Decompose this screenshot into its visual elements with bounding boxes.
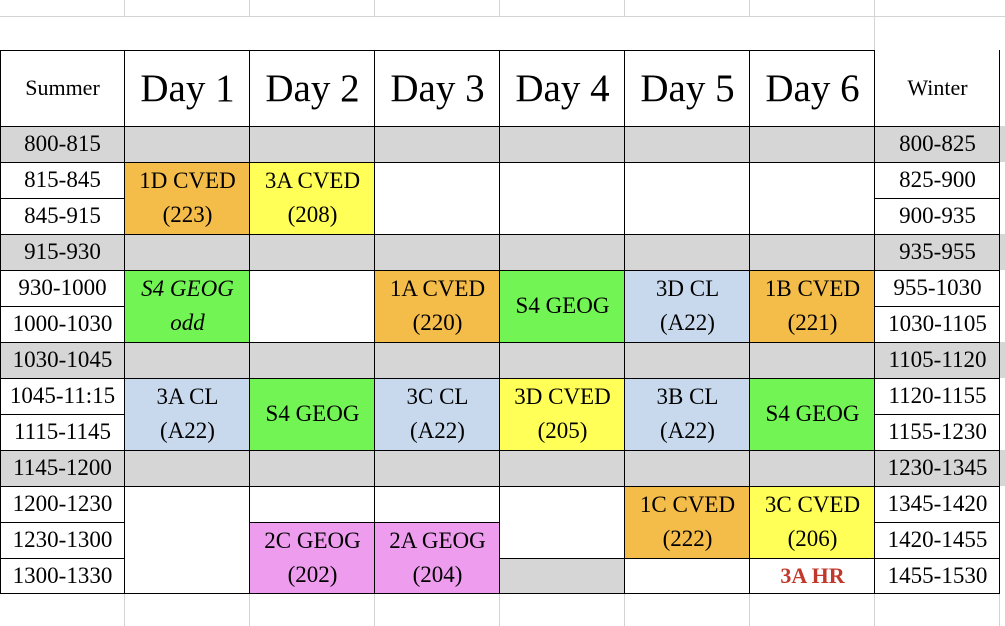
break-row-4 xyxy=(0,450,1005,486)
summer-time: 815-845 xyxy=(24,167,101,192)
winter-time: 1230-1345 xyxy=(887,455,988,480)
event-title: 3A CL xyxy=(156,384,219,409)
event-title: S4 GEOG xyxy=(765,401,860,426)
event-title: 2C GEOG xyxy=(264,528,361,553)
winter-time: 1120-1155 xyxy=(888,383,987,408)
event-s4-geog[interactable]: S4 GEOG xyxy=(500,270,625,342)
event-room: (205) xyxy=(537,418,588,443)
event-title: 3C CVED xyxy=(764,492,861,517)
event-room: (220) xyxy=(412,310,463,335)
event-title: 3D CVED xyxy=(514,384,611,409)
event-room: (204) xyxy=(412,562,463,587)
event-1d-cved[interactable]: 1D CVED (223) xyxy=(125,162,250,234)
header-winter: Winter xyxy=(907,75,968,100)
event-title: 3A CVED xyxy=(264,168,361,193)
event-3d-cl[interactable]: 3D CL (A22) xyxy=(625,270,750,342)
winter-time: 825-900 xyxy=(899,167,976,192)
summer-time: 1145-1200 xyxy=(13,455,112,480)
event-room: (206) xyxy=(787,526,838,551)
summer-time: 930-1000 xyxy=(18,275,107,300)
event-room: (A22) xyxy=(660,310,715,335)
event-title: 2A GEOG xyxy=(389,528,486,553)
event-3c-cved[interactable]: 3C CVED (206) xyxy=(750,486,875,558)
summer-time: 845-915 xyxy=(24,203,101,228)
event-room: (222) xyxy=(662,526,713,551)
event-room: (A22) xyxy=(660,418,715,443)
header-day-3: Day 3 xyxy=(390,66,485,110)
gray-cell-day4-last xyxy=(500,558,625,594)
winter-time: 900-935 xyxy=(899,203,976,228)
event-3a-hr[interactable]: 3A HR xyxy=(750,558,875,594)
summer-time: 1200-1230 xyxy=(12,491,113,516)
event-s4-geog[interactable]: S4 GEOG xyxy=(250,378,375,450)
winter-time: 1345-1420 xyxy=(887,491,988,516)
header-day-2: Day 2 xyxy=(265,66,360,110)
event-title: 1B CVED xyxy=(764,276,861,301)
event-room: (223) xyxy=(162,202,213,227)
event-3d-cved[interactable]: 3D CVED (205) xyxy=(500,378,625,450)
winter-time: 1420-1455 xyxy=(887,527,988,552)
header-day-5: Day 5 xyxy=(640,66,735,110)
event-title: 1D CVED xyxy=(139,168,236,193)
event-1a-cved[interactable]: 1A CVED (220) xyxy=(375,270,500,342)
header-day-1: Day 1 xyxy=(140,66,235,110)
event-room: (A22) xyxy=(410,418,465,443)
break-row-3 xyxy=(0,342,1005,378)
event-title: S4 GEOG xyxy=(515,293,610,318)
event-title: 1C CVED xyxy=(639,492,736,517)
winter-time: 1105-1120 xyxy=(888,347,987,372)
winter-time: 1030-1105 xyxy=(888,311,987,336)
event-3b-cl[interactable]: 3B CL (A22) xyxy=(625,378,750,450)
summer-time: 1045-11:15 xyxy=(9,383,116,408)
event-room: (A22) xyxy=(160,418,215,443)
event-3a-cl[interactable]: 3A CL (A22) xyxy=(125,378,250,450)
header-day-6: Day 6 xyxy=(765,66,860,110)
event-title: 1A CVED xyxy=(389,276,486,301)
break-row-2 xyxy=(0,234,1005,270)
winter-time: 1455-1530 xyxy=(887,563,988,588)
event-title: S4 GEOG xyxy=(141,276,234,301)
event-s4-geog[interactable]: S4 GEOG xyxy=(750,378,875,450)
summer-time: 1115-1145 xyxy=(13,419,112,444)
event-title: 3D CL xyxy=(655,276,720,301)
summer-time: 1230-1300 xyxy=(12,527,113,552)
header-day-4: Day 4 xyxy=(515,66,610,110)
event-1c-cved[interactable]: 1C CVED (222) xyxy=(625,486,750,558)
summer-time: 1000-1030 xyxy=(12,311,113,336)
event-room: (221) xyxy=(787,310,838,335)
header-summer: Summer xyxy=(25,75,100,100)
event-title: S4 GEOG xyxy=(265,401,360,426)
winter-time: 935-955 xyxy=(899,239,976,264)
event-1b-cved[interactable]: 1B CVED (221) xyxy=(750,270,875,342)
summer-time: 1300-1330 xyxy=(12,563,113,588)
event-2c-geog[interactable]: 2C GEOG (202) xyxy=(250,522,375,594)
winter-time: 955-1030 xyxy=(893,275,982,300)
event-room: (202) xyxy=(287,562,338,587)
event-title: 3B CL xyxy=(656,384,719,409)
event-2a-geog[interactable]: 2A GEOG (204) xyxy=(375,522,500,594)
event-title: 3A HR xyxy=(780,563,845,588)
summer-time: 1030-1045 xyxy=(12,347,113,372)
break-row-1 xyxy=(0,126,1005,162)
summer-time: 800-815 xyxy=(24,131,101,156)
event-3a-cved[interactable]: 3A CVED (208) xyxy=(250,162,375,234)
winter-time: 800-825 xyxy=(899,131,976,156)
event-title: 3C CL xyxy=(406,384,469,409)
winter-time: 1155-1230 xyxy=(888,419,987,444)
summer-time: 915-930 xyxy=(24,239,101,264)
event-note: odd xyxy=(170,310,205,335)
event-s4-geog-odd[interactable]: S4 GEOG odd xyxy=(125,270,250,342)
event-3c-cl[interactable]: 3C CL (A22) xyxy=(375,378,500,450)
event-room: (208) xyxy=(287,202,338,227)
